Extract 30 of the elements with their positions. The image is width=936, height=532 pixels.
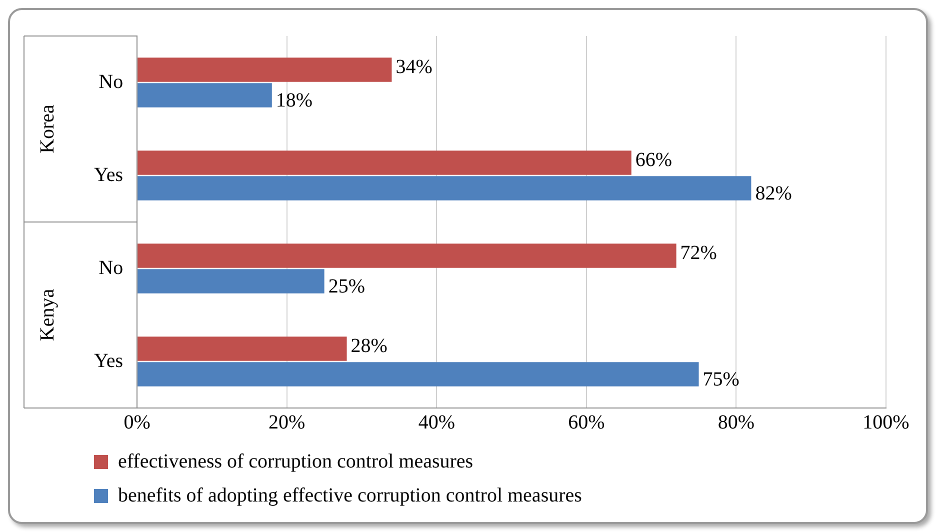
bar xyxy=(138,244,676,268)
x-tick-label: 0% xyxy=(124,411,150,434)
legend-label: effectiveness of corruption control measures xyxy=(118,450,474,472)
data-label: 34% xyxy=(396,56,432,78)
x-tick-label: 80% xyxy=(718,411,755,434)
bar xyxy=(138,176,752,200)
bar xyxy=(138,362,699,386)
bar xyxy=(138,58,392,82)
data-label: 72% xyxy=(680,242,717,264)
data-label: 66% xyxy=(635,148,672,171)
data-label: 75% xyxy=(702,368,740,391)
y-tick-label: No xyxy=(98,70,124,93)
bar xyxy=(138,269,324,294)
bar xyxy=(138,336,347,361)
x-tick-label: 100% xyxy=(862,411,910,434)
x-tick-label: 60% xyxy=(568,411,605,434)
bar xyxy=(138,150,632,175)
legend-label: benefits of adopting effective corruption control measures xyxy=(118,484,582,506)
x-tick-label: 20% xyxy=(268,411,306,434)
text: Kenya xyxy=(36,288,58,342)
y-tick-label: Yes xyxy=(94,350,124,372)
text: Korea xyxy=(36,104,58,154)
data-label: 28% xyxy=(350,334,388,357)
data-label: 18% xyxy=(276,90,313,112)
bar xyxy=(138,83,272,108)
x-tick-label: 40% xyxy=(418,411,455,434)
y-tick-label: Yes xyxy=(94,164,124,186)
data-label: 25% xyxy=(328,276,365,298)
data-label: 82% xyxy=(755,182,792,205)
y-tick-label: No xyxy=(98,256,124,279)
